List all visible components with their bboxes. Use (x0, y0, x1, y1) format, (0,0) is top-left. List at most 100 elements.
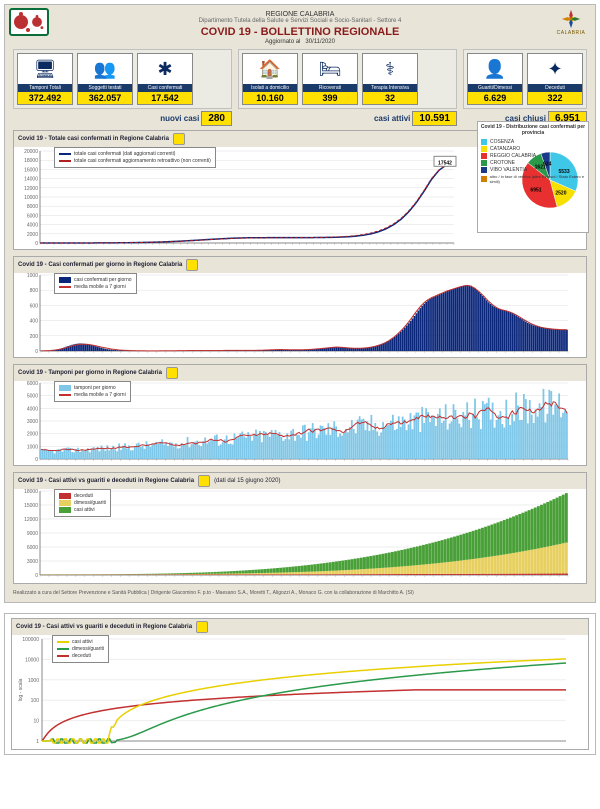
stat-label: Isolati a domicilio (243, 84, 297, 92)
legend-daily-tests: tamponi per giornomedia mobile a 7 giorn… (54, 381, 131, 402)
legend-daily-cases: casi confermati per giornomedia mobile a… (54, 273, 137, 294)
nuovi-label: nuovi casi (160, 114, 199, 123)
stat-icon: ✦ (528, 54, 582, 84)
svg-text:16000: 16000 (24, 167, 38, 173)
stat-card: ✦Deceduti322 (527, 53, 583, 105)
svg-text:0: 0 (35, 349, 38, 355)
stat-label: Soggetti testati (78, 84, 132, 92)
panel-daily-cases: Covid 19 - Casi confermati per giorno in… (13, 256, 587, 358)
legend-stacked: decedutidimessi/guariticasi attivi (54, 489, 111, 517)
stat-group-3: 👤Guariti/Dimessi6.629✦Deceduti322 (463, 49, 587, 109)
svg-text:0: 0 (35, 457, 38, 463)
stat-group-2: 🏠Isolati a domicilio10.160🛏Ricoverati399… (238, 49, 457, 109)
svg-text:100: 100 (31, 698, 40, 704)
svg-text:5000: 5000 (27, 394, 38, 400)
panel-daily-tests-title-text: Covid 19 - Tamponi per giorno in Regione… (18, 370, 162, 376)
region-name: REGIONE CALABRIA (13, 11, 587, 18)
stat-value: 372.492 (18, 92, 72, 104)
pie-legend: COSENZACATANZAROREGGIO CALABRIACROTONEVI… (481, 138, 588, 185)
svg-text:1000: 1000 (28, 678, 39, 684)
legend-item: media mobile a 7 giorni (59, 284, 132, 290)
info-icon (173, 133, 185, 145)
svg-text:1: 1 (36, 739, 39, 745)
stat-icon: 🛏 (303, 54, 357, 84)
report-page: CALABRIA REGIONE CALABRIA Dipartimento T… (4, 4, 596, 603)
legend-item: deceduti (59, 493, 106, 499)
svg-text:600: 600 (30, 303, 39, 309)
pie-note: altro / in fase di verifica (altre Regio… (481, 174, 588, 184)
svg-text:6951: 6951 (530, 187, 541, 193)
svg-text:0: 0 (35, 241, 38, 247)
nuovi-value: 280 (201, 111, 232, 126)
panel-daily-tests-title: Covid 19 - Tamponi per giorno in Regione… (14, 365, 586, 381)
svg-text:3000: 3000 (27, 419, 38, 425)
svg-text:14000: 14000 (24, 177, 38, 183)
stat-label: Tamponi Totali (18, 84, 72, 92)
pie-legend-item: CATANZARO (481, 146, 588, 152)
updated-line: Aggiornato al 30/11/2020 (13, 39, 587, 45)
stat-block-active: 🏠Isolati a domicilio10.160🛏Ricoverati399… (238, 49, 457, 126)
stat-value: 32 (363, 92, 417, 104)
stat-card: 👤Guariti/Dimessi6.629 (467, 53, 523, 105)
footer-credits: Realizzato a cura del Settore Prevenzion… (13, 590, 587, 596)
pie-legend-item: CROTONE (481, 160, 588, 166)
svg-text:400: 400 (30, 319, 39, 325)
panel-cumulative-title-text: Covid 19 - Totale casi confermati in Reg… (18, 136, 169, 142)
stat-label: Casi confermati (138, 84, 192, 92)
stat-card: 👥Soggetti testati362.057 (77, 53, 133, 105)
pie-legend-item: VIBO VALENTIA (481, 167, 588, 173)
svg-text:8000: 8000 (27, 204, 38, 210)
stat-value: 17.542 (138, 92, 192, 104)
svg-text:15000: 15000 (24, 503, 38, 509)
legend-item: casi confermati per giorno (59, 277, 132, 283)
header: REGIONE CALABRIA Dipartimento Tutela del… (13, 11, 587, 45)
legend-item: totale casi confermati (dati aggiornati … (59, 151, 211, 157)
stat-card: ⚕Terapia Intensiva32 (362, 53, 418, 105)
legend-item: media mobile a 7 giorni (59, 392, 126, 398)
svg-text:17542: 17542 (438, 160, 452, 166)
svg-text:log - scala: log - scala (18, 678, 24, 701)
svg-text:18000: 18000 (24, 158, 38, 164)
stat-value: 10.160 (243, 92, 297, 104)
panel-stacked-subtitle: (dati dal 15 giugno 2020) (214, 478, 280, 484)
svg-text:10: 10 (33, 719, 39, 725)
legend-item: totale casi confermati aggiornamento ret… (59, 158, 211, 164)
panel-stacked-title-text: Covid 19 - Casi attivi vs guariti e dece… (18, 478, 194, 484)
legend-item: tamponi per giorno (59, 385, 126, 391)
legend-item: dimessi/guariti (57, 646, 104, 652)
svg-text:2000: 2000 (27, 232, 38, 238)
svg-text:10000: 10000 (24, 195, 38, 201)
attivi-value: 10.591 (412, 111, 457, 126)
stat-value: 362.057 (78, 92, 132, 104)
panel-daily-tests: Covid 19 - Tamponi per giorno in Regione… (13, 364, 587, 466)
updated-label: Aggiornato al (265, 39, 300, 45)
info-icon (198, 475, 210, 487)
panel-log: Covid 19 - Casi attivi vs guariti e dece… (11, 618, 589, 750)
svg-text:200: 200 (30, 334, 39, 340)
stat-card: 🖥Tamponi Totali372.492 (17, 53, 73, 105)
svg-text:12000: 12000 (24, 186, 38, 192)
legend-item: casi attivi (59, 507, 106, 513)
panel-log-title-text: Covid 19 - Casi attivi vs guariti e dece… (16, 624, 192, 630)
stat-icon: 👤 (468, 54, 522, 84)
attivi-label: casi attivi (374, 114, 410, 123)
legend-item: deceduti (57, 653, 104, 659)
stat-value: 399 (303, 92, 357, 104)
stat-label: Ricoverati (303, 84, 357, 92)
stat-block-tests: 🖥Tamponi Totali372.492👥Soggetti testati3… (13, 49, 232, 126)
svg-text:800: 800 (30, 288, 39, 294)
stat-icon: ⚕ (363, 54, 417, 84)
stat-block-closed: 👤Guariti/Dimessi6.629✦Deceduti322 casi c… (463, 49, 587, 126)
svg-text:2000: 2000 (27, 432, 38, 438)
stat-group-1: 🖥Tamponi Totali372.492👥Soggetti testati3… (13, 49, 232, 109)
stat-card: 🏠Isolati a domicilio10.160 (242, 53, 298, 105)
stat-row: 🖥Tamponi Totali372.492👥Soggetti testati3… (13, 49, 587, 126)
pie-legend-item: REGGIO CALABRIA (481, 153, 588, 159)
svg-text:6000: 6000 (27, 381, 38, 387)
stat-value: 6.629 (468, 92, 522, 104)
svg-text:4000: 4000 (27, 406, 38, 412)
legend-cumulative: totale casi confermati (dati aggiornati … (54, 147, 216, 168)
panel-pie: Covid 19 - Distribuzione casi confermati… (477, 121, 589, 233)
info-icon (166, 367, 178, 379)
info-icon (196, 621, 208, 633)
